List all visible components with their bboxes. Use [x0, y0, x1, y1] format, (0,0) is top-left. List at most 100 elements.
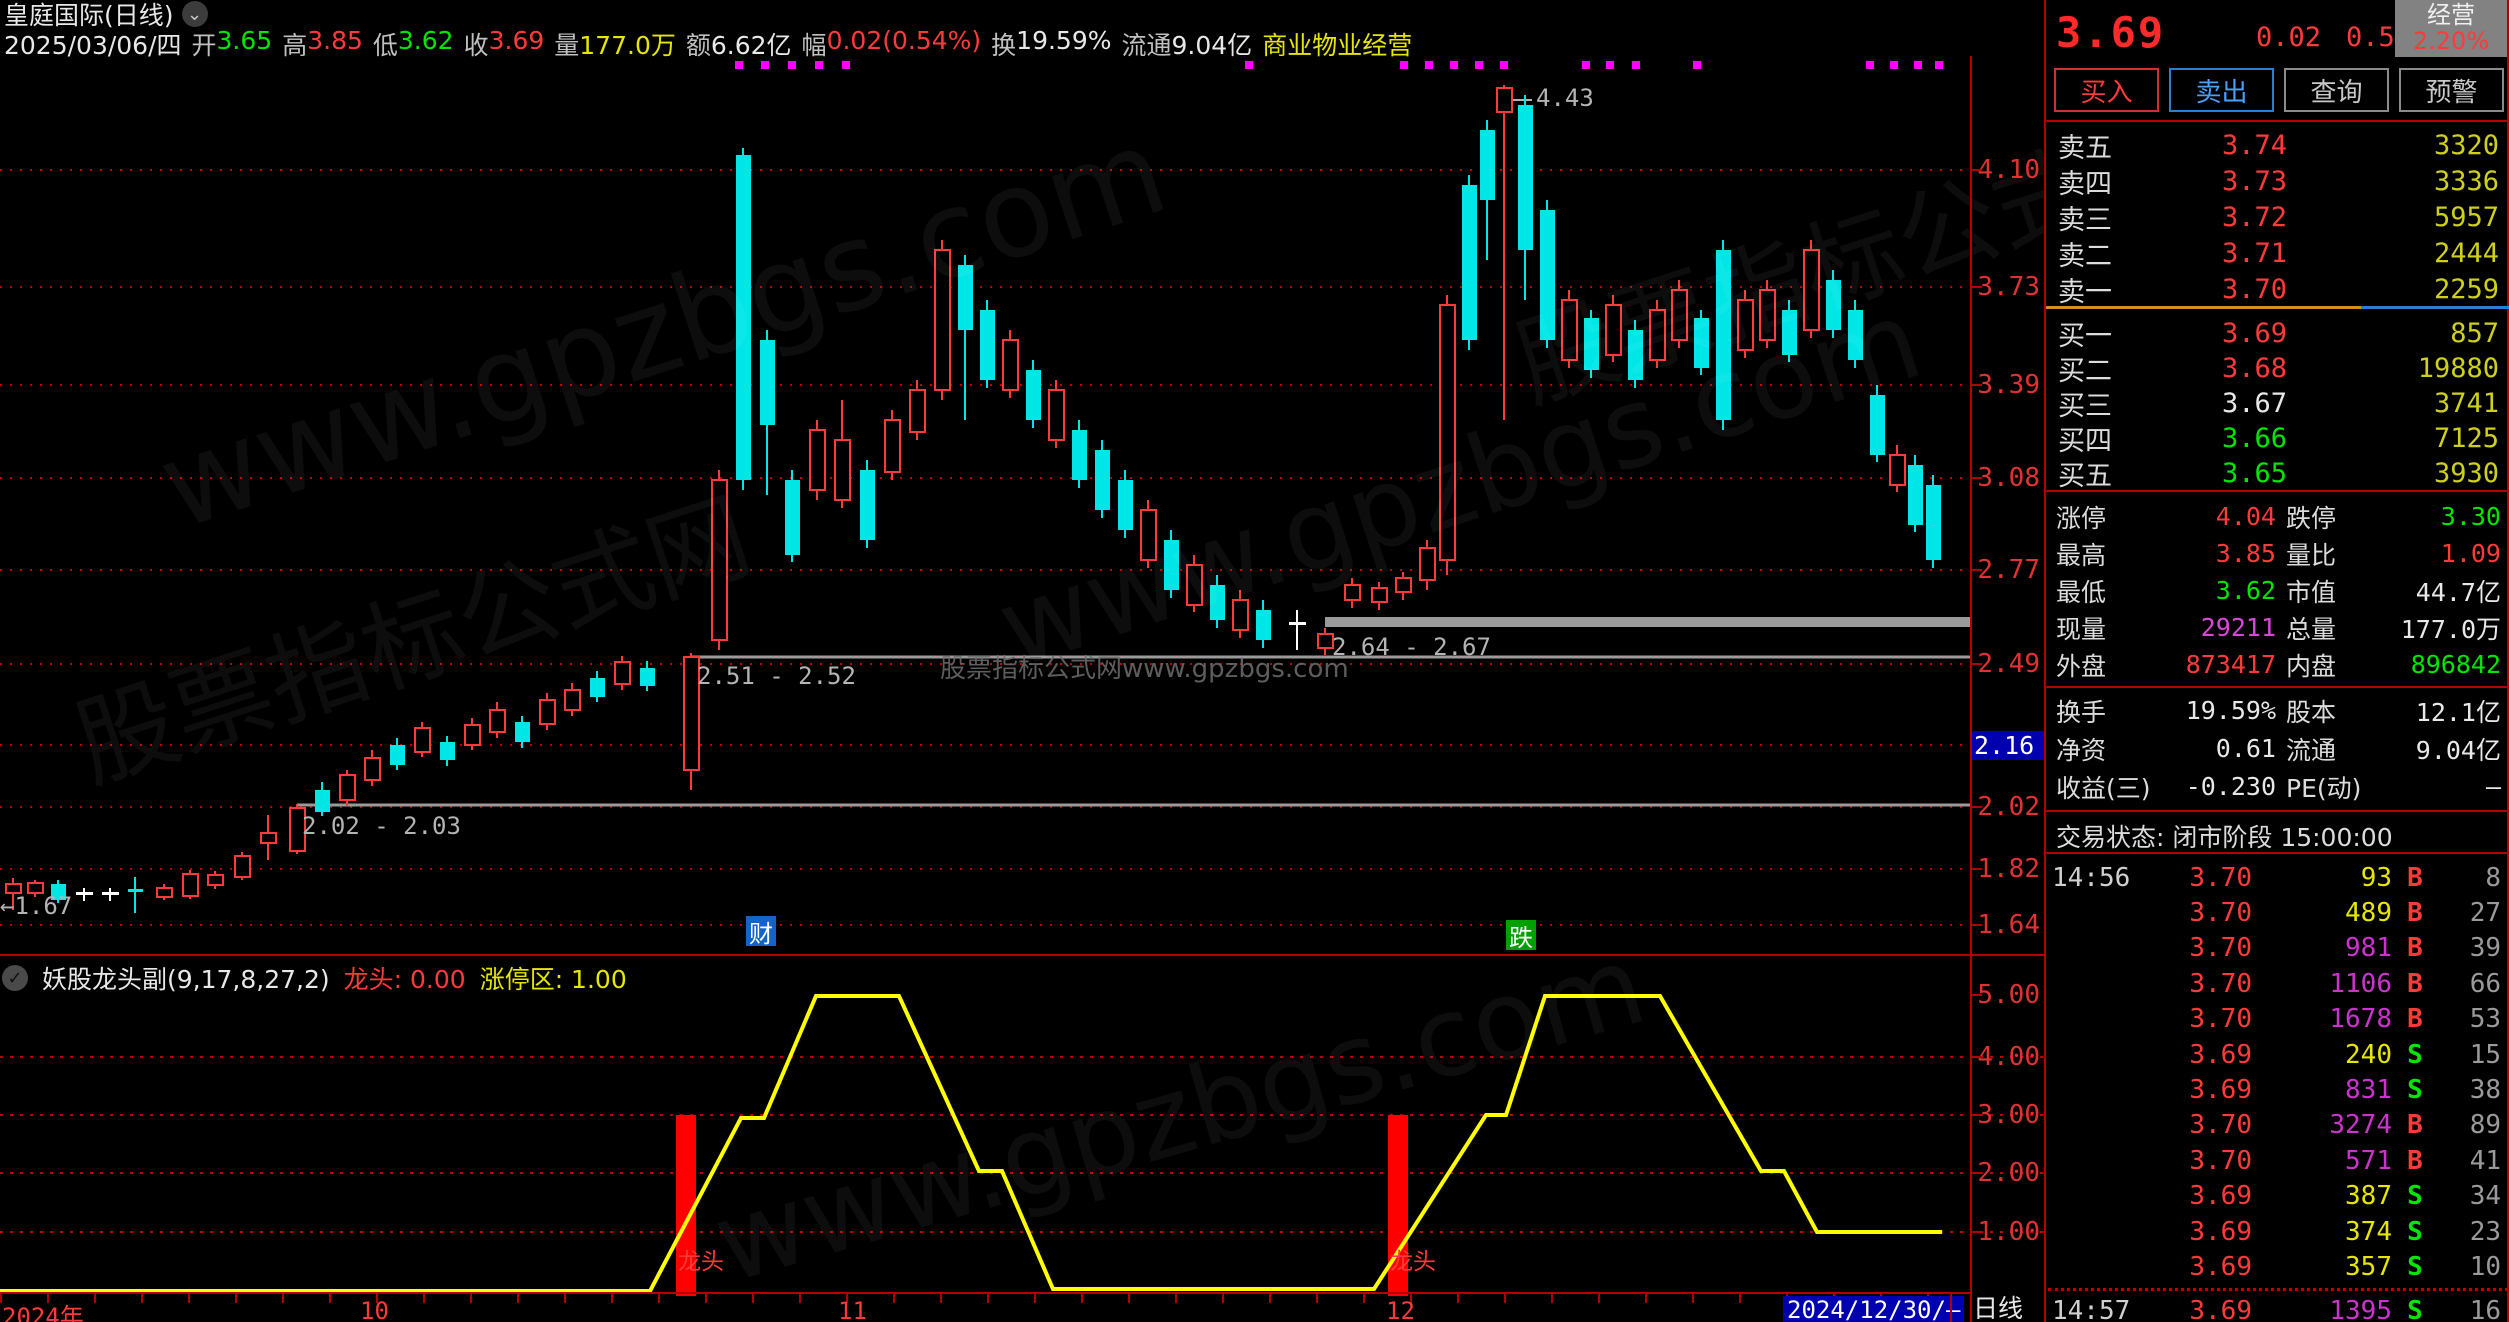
tick-row: 3.70 1106 B 66: [2046, 966, 2507, 1001]
limit-up-dot: [1914, 61, 1922, 69]
level-volume: 7125: [2433, 423, 2499, 454]
axis-tick-mark: [1972, 1056, 1982, 1058]
down-candle: [1926, 485, 1941, 560]
up-candle: [614, 661, 631, 685]
stat-label: 最高: [2056, 540, 2107, 570]
industry-badge[interactable]: 经营 2.20%: [2395, 0, 2507, 57]
divider: [2046, 490, 2507, 492]
down-candle: [1694, 318, 1709, 368]
stat-label: 总量: [2286, 614, 2337, 644]
up-candle: [289, 807, 306, 852]
limit-up-dot: [1606, 61, 1614, 69]
ohlc-info-bar: 2025/03/06/四 开 3.65 高 3.85 低 3.62 收 3.69 量 177.0万…: [4, 26, 1412, 60]
indicator-name[interactable]: 妖股龙头副(9,17,8,27,2): [42, 965, 330, 994]
quote-panel: 3.69 0.02 0.54% 经营 2.20% 买入 卖出 查询 预警 卖五 3.74…: [2044, 0, 2509, 1322]
axis-tick-mark: [1972, 924, 1982, 926]
bid-row[interactable]: 买一 3.69 857: [2046, 314, 2507, 352]
tick-count: 15: [2469, 1039, 2501, 1070]
stat-value: 29211: [2200, 613, 2276, 642]
stat-label: 市值: [2286, 577, 2337, 607]
limit-up-dot: [1450, 61, 1458, 69]
field-label: 收: [463, 31, 489, 60]
bid-row[interactable]: 买二 3.68 19880: [2046, 349, 2507, 387]
tick-count: 39: [2469, 933, 2501, 964]
limit-up-dot: [1632, 61, 1640, 69]
bid-row[interactable]: 买三 3.67 3741: [2046, 384, 2507, 422]
axis-label: 4.10: [1977, 155, 2040, 185]
stat-label: 外盘: [2056, 651, 2107, 681]
time-axis-label: 2024年: [2, 1303, 84, 1322]
industry-badge-label: 经营: [2427, 1, 2475, 30]
ask-row[interactable]: 卖二 3.71 2444: [2046, 234, 2507, 272]
stat-label: 内盘: [2286, 651, 2337, 681]
tick-row: 3.70 3274 B 89: [2046, 1108, 2507, 1143]
up-candle: [1140, 509, 1157, 561]
level-label: 卖二: [2058, 241, 2112, 272]
stat-label: 收益(三): [2056, 773, 2151, 803]
axis-tick-mark: [1972, 868, 1982, 870]
stat-row: 涨停 4.04 跌停 3.30: [2046, 498, 2507, 535]
level-volume: 857: [2450, 318, 2499, 349]
down-candle: [51, 884, 66, 900]
dragon-signal-bar: [676, 1115, 696, 1296]
up-candle: [1439, 304, 1456, 561]
chevron-down-icon[interactable]: ⌄: [181, 1, 208, 27]
axis-label: 2.02: [1977, 792, 2040, 822]
axis-label: 3.73: [1977, 272, 2040, 302]
tick-count: 66: [2469, 968, 2501, 999]
ask-row[interactable]: 卖一 3.70 2259: [2046, 270, 2507, 308]
sell-button[interactable]: 卖出: [2169, 68, 2274, 112]
tick-row: 3.70 489 B 27: [2046, 895, 2507, 930]
buy-button[interactable]: 买入: [2054, 68, 2159, 112]
field-value: 0.02(0.54%): [826, 26, 982, 55]
axis-tick-mark: [1972, 1172, 1982, 1174]
up-candle: [234, 855, 251, 878]
tick-price: 3.70: [2189, 862, 2252, 893]
alert-button[interactable]: 预警: [2399, 68, 2504, 112]
ask-row[interactable]: 卖四 3.73 3336: [2046, 162, 2507, 200]
up-candle: [464, 724, 481, 746]
ask-row[interactable]: 卖五 3.74 3320: [2046, 126, 2507, 164]
field-label: 高: [282, 31, 308, 60]
tick-count: 23: [2469, 1216, 2501, 1247]
field-value: 9.04亿: [1171, 31, 1253, 60]
down-candle: [785, 480, 800, 555]
tick-row: 3.70 1678 B 53: [2046, 1002, 2507, 1037]
level-volume: 3320: [2433, 130, 2499, 161]
tick-row: 14:56 3.70 93 B 8: [2046, 860, 2507, 895]
ask-row[interactable]: 卖三 3.72 5957: [2046, 198, 2507, 236]
limit-up-dot: [1935, 61, 1943, 69]
up-candle: [27, 882, 44, 894]
up-candle: [884, 419, 901, 473]
last-price: 3.69: [2056, 8, 2166, 57]
up-candle: [1671, 289, 1688, 341]
down-candle: [1870, 395, 1885, 455]
down-candle: [958, 265, 973, 330]
tick-side: B: [2407, 1110, 2423, 1141]
industry-label[interactable]: 商业物业经营: [1262, 31, 1413, 60]
candlestick-chart[interactable]: [0, 0, 2052, 1322]
divider: [2046, 686, 2507, 688]
up-candle: [934, 249, 951, 391]
up-candle: [834, 439, 851, 501]
stat-row: 外盘 873417 内盘 896842: [2046, 646, 2507, 683]
check-icon[interactable]: ✓: [2, 965, 28, 991]
price-change: 0.02: [2256, 22, 2322, 53]
period-selector[interactable]: 日线: [1950, 1292, 2044, 1322]
query-button[interactable]: 查询: [2284, 68, 2389, 112]
stock-title[interactable]: 皇庭国际(日线): [4, 1, 174, 30]
tick-volume: 489: [2345, 897, 2392, 928]
stat-label: 涨停: [2056, 503, 2107, 533]
up-candle: [1605, 304, 1622, 356]
down-candle: [515, 722, 530, 742]
tick-price: 3.70: [2189, 897, 2252, 928]
level-price: 3.71: [2222, 238, 2288, 269]
axis-tick-mark: [1972, 806, 1982, 808]
limit-up-dot: [1890, 61, 1898, 69]
field-label: 换: [991, 31, 1017, 60]
bid-row[interactable]: 买五 3.65 3930: [2046, 454, 2507, 492]
axis-tick-mark: [1972, 477, 1982, 479]
bid-row[interactable]: 买四 3.66 7125: [2046, 419, 2507, 457]
limit-up-dot: [1400, 61, 1408, 69]
down-candle: [1072, 430, 1087, 480]
